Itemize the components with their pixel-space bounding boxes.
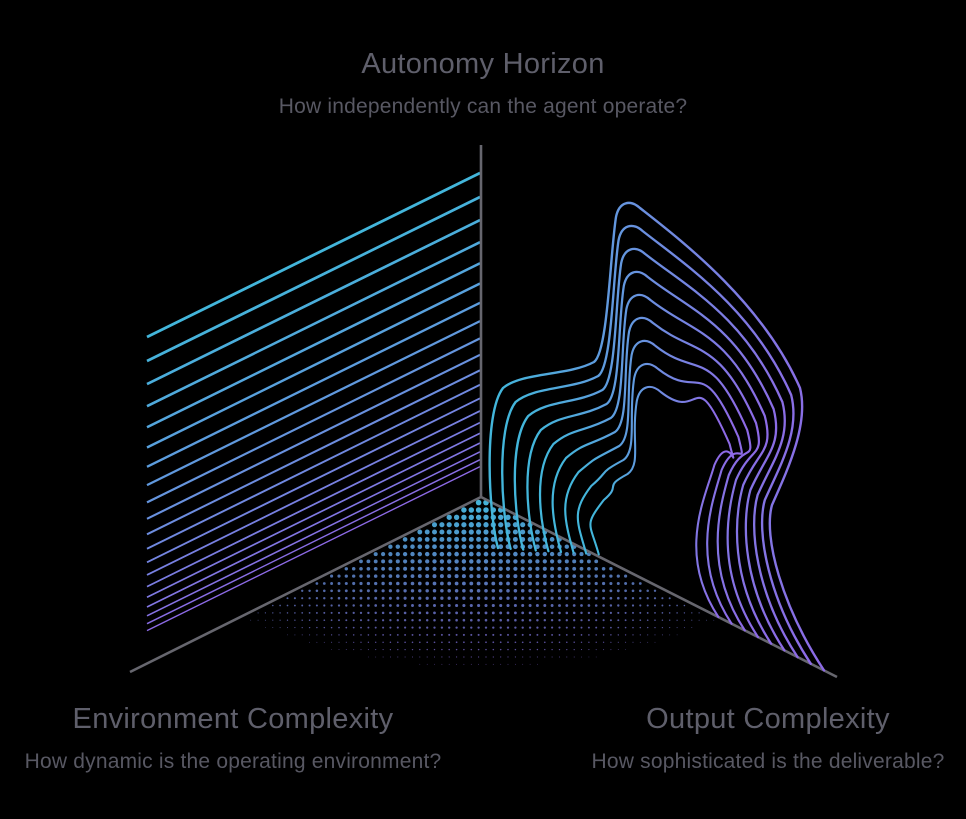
floor-dot-grid [250, 499, 715, 665]
axis-lines [129, 145, 838, 679]
left-wall-lines [146, 171, 481, 632]
right-wall-ridge-contours [488, 201, 826, 672]
